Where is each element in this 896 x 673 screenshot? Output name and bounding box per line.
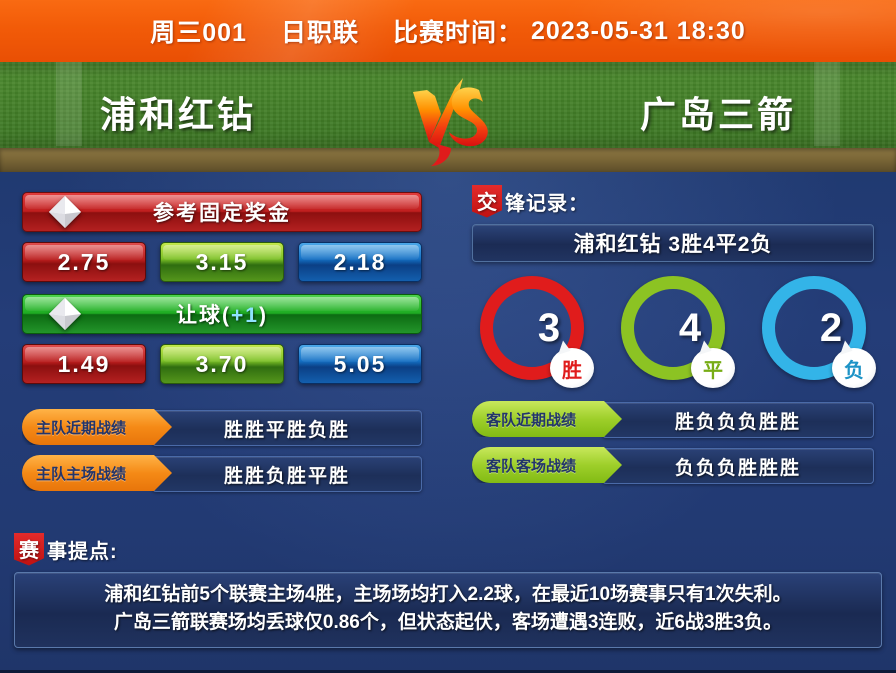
header-bar: 周三001 日职联 比赛时间： 2023-05-31 18:30 bbox=[0, 0, 896, 62]
home-recent-form-row: 胜胜平胜负胜 主队近期战绩 bbox=[22, 409, 422, 446]
handicap-title-bar: 让球(+1) bbox=[22, 294, 422, 334]
home-home-form-bar: 胜胜负胜平胜 bbox=[152, 456, 422, 492]
away-away-form-tag: 客队客场战绩 bbox=[472, 447, 622, 483]
handicap-odd-away[interactable]: 5.05 bbox=[298, 344, 422, 384]
head-to-head-title: 交 锋记录： bbox=[472, 184, 874, 218]
ring-draw-badge: 平 bbox=[691, 348, 735, 388]
tips-title: 赛 事提点: bbox=[14, 532, 882, 566]
away-recent-form-value: 胜负负负胜胜 bbox=[674, 411, 801, 433]
fixed-odd-away[interactable]: 2.18 bbox=[298, 242, 422, 282]
ring-win: 3 胜 bbox=[480, 276, 594, 388]
match-time-label: 比赛时间： bbox=[392, 19, 523, 47]
home-team-name: 浦和红钻 bbox=[99, 94, 256, 135]
head-to-head-summary-bar: 浦和红钻 3胜4平2负 bbox=[472, 224, 874, 262]
fixed-odds-title-bar: 参考固定奖金 bbox=[22, 192, 422, 232]
home-recent-form-value: 胜胜平胜负胜 bbox=[223, 419, 350, 441]
pitch-banner: 浦和红钻 广岛三箭 bbox=[0, 62, 896, 172]
handicap-odds-row: 1.49 3.70 5.05 bbox=[22, 344, 422, 384]
handicap-value: +1 bbox=[231, 304, 259, 327]
away-recent-form-row: 胜负负负胜胜 客队近期战绩 bbox=[472, 401, 874, 438]
vs-icon bbox=[393, 70, 503, 170]
odds-column: 参考固定奖金 2.75 3.15 2.18 bbox=[22, 192, 422, 502]
ring-lose: 2 负 bbox=[762, 276, 876, 388]
away-recent-form-tag: 客队近期战绩 bbox=[472, 401, 622, 437]
odd-value: 5.05 bbox=[333, 350, 387, 377]
home-home-form-value: 胜胜负胜平胜 bbox=[223, 465, 350, 487]
ring-lose-badge: 负 bbox=[832, 348, 876, 388]
match-number: 周三001 bbox=[150, 19, 247, 47]
gloss-overlay bbox=[25, 245, 143, 260]
fixed-odds-title: 参考固定奖金 bbox=[153, 202, 291, 225]
odd-value: 3.70 bbox=[195, 350, 249, 377]
away-away-form-bar: 负负负胜胜胜 bbox=[602, 448, 874, 484]
tag-label: 主队近期战绩 bbox=[36, 419, 127, 437]
odd-value: 2.18 bbox=[333, 248, 387, 275]
gloss-overlay bbox=[163, 245, 281, 260]
diamond-icon bbox=[49, 298, 81, 330]
ring-win-badge: 胜 bbox=[550, 348, 594, 388]
pitch-line-right bbox=[814, 62, 840, 146]
head-to-head-column: 交 锋记录： 浦和红钻 3胜4平2负 3 胜 4 平 bbox=[472, 184, 876, 494]
away-away-form-value: 负负负胜胜胜 bbox=[674, 457, 801, 479]
tips-title-text: 事提点: bbox=[47, 540, 118, 563]
handicap-title: 让球(+1) bbox=[176, 299, 268, 329]
gloss-overlay bbox=[25, 347, 143, 362]
fixed-odd-draw[interactable]: 3.15 bbox=[160, 242, 284, 282]
odd-value: 3.15 bbox=[195, 248, 249, 275]
gloss-overlay bbox=[301, 347, 419, 362]
ring-win-count: 3 bbox=[537, 305, 561, 350]
diamond-icon bbox=[49, 196, 81, 228]
tag-label: 客队近期战绩 bbox=[486, 411, 577, 429]
ring-draw: 4 平 bbox=[621, 276, 735, 388]
away-recent-form-bar: 胜负负负胜胜 bbox=[602, 402, 874, 438]
tips-flag-icon: 赛 bbox=[14, 532, 44, 566]
ring-lose-count: 2 bbox=[819, 305, 843, 350]
head-to-head-summary: 浦和红钻 3胜4平2负 bbox=[573, 233, 773, 256]
handicap-odd-home[interactable]: 1.49 bbox=[22, 344, 146, 384]
home-recent-form-tag: 主队近期战绩 bbox=[22, 409, 172, 445]
tips-section: 赛 事提点: 浦和红钻前5个联赛主场4胜，主场场均打入2.2球，在最近10场赛事… bbox=[14, 532, 882, 648]
tag-label: 主队主场战绩 bbox=[36, 465, 127, 483]
content-columns: 参考固定奖金 2.75 3.15 2.18 bbox=[0, 172, 896, 522]
pitch-line-left bbox=[56, 62, 82, 146]
league-name: 日职联 bbox=[280, 19, 359, 47]
head-to-head-rings: 3 胜 4 平 2 负 bbox=[472, 262, 876, 388]
home-home-form-row: 胜胜负胜平胜 主队主场战绩 bbox=[22, 455, 422, 492]
tips-line-1: 浦和红钻前5个联赛主场4胜，主场场均打入2.2球，在最近10场赛事只有1次失利。 bbox=[104, 584, 792, 605]
gloss-overlay bbox=[301, 245, 419, 260]
header-text: 周三001 日职联 比赛时间： 2023-05-31 18:30 bbox=[0, 0, 896, 62]
handicap-odd-draw[interactable]: 3.70 bbox=[160, 344, 284, 384]
handicap-prefix: 让球( bbox=[176, 304, 232, 327]
odd-value: 1.49 bbox=[57, 350, 111, 377]
fixed-odds-row: 2.75 3.15 2.18 bbox=[22, 242, 422, 282]
h2h-flag-icon: 交 bbox=[472, 184, 502, 218]
handicap-suffix: ) bbox=[258, 304, 268, 327]
tips-box: 浦和红钻前5个联赛主场4胜，主场场均打入2.2球，在最近10场赛事只有1次失利。… bbox=[14, 572, 882, 648]
home-recent-form-bar: 胜胜平胜负胜 bbox=[152, 410, 422, 446]
away-away-form-row: 负负负胜胜胜 客队客场战绩 bbox=[472, 447, 874, 484]
fixed-odd-home[interactable]: 2.75 bbox=[22, 242, 146, 282]
h2h-title-text: 锋记录： bbox=[505, 192, 589, 215]
away-team-name: 广岛三箭 bbox=[639, 94, 796, 135]
match-datetime: 2023-05-31 18:30 bbox=[530, 16, 746, 45]
ring-draw-count: 4 bbox=[678, 305, 702, 350]
odd-value: 2.75 bbox=[57, 248, 111, 275]
gloss-overlay bbox=[163, 347, 281, 362]
tag-label: 客队客场战绩 bbox=[486, 457, 577, 475]
tips-line-2: 广岛三箭联赛场均丢球仅0.86个，但状态起伏，客场遭遇3连败，近6战3胜3负。 bbox=[113, 612, 783, 633]
home-home-form-tag: 主队主场战绩 bbox=[22, 455, 172, 491]
